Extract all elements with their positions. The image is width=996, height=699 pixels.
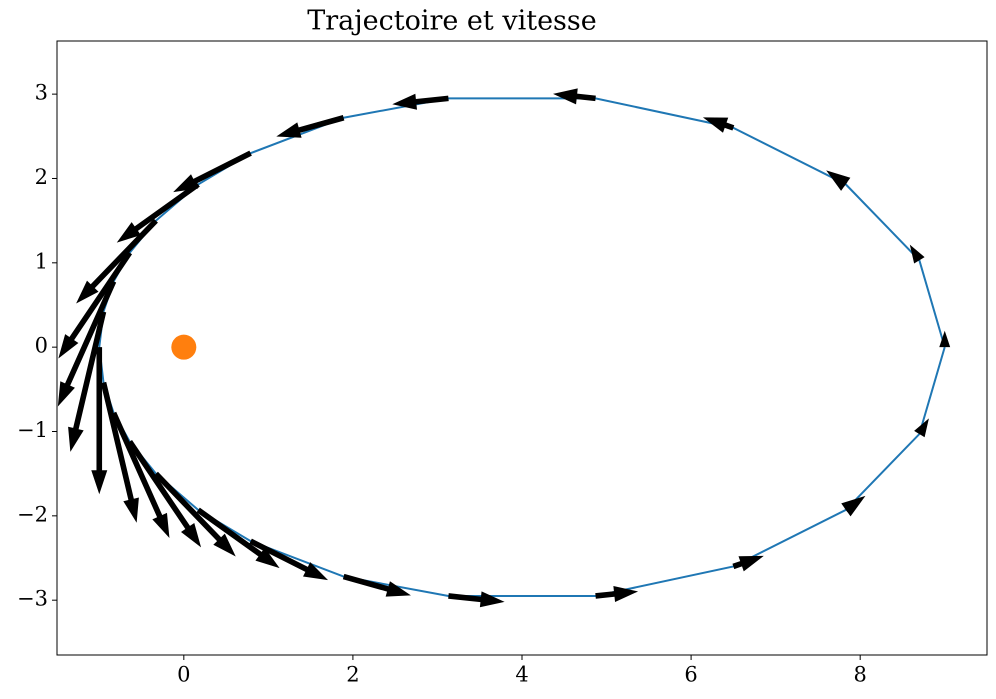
velocity-arrow xyxy=(841,495,866,517)
velocity-arrow xyxy=(100,381,139,523)
x-tick-label: 8 xyxy=(853,663,866,687)
velocity-arrow xyxy=(249,538,329,581)
velocity-arrow xyxy=(91,347,108,495)
chart-title: Trajectoire et vitesse xyxy=(307,6,597,37)
velocity-arrow xyxy=(111,411,170,539)
y-tick-label: −1 xyxy=(17,418,48,442)
y-tick-label: 0 xyxy=(35,334,48,358)
velocity-arrow xyxy=(196,507,280,569)
x-tick-label: 4 xyxy=(515,663,528,687)
velocity-arrow xyxy=(392,93,449,110)
y-tick-label: −3 xyxy=(17,587,48,611)
x-tick-label: 0 xyxy=(177,663,190,687)
velocity-arrow xyxy=(116,182,200,243)
velocity-arrow xyxy=(914,418,929,438)
velocity-arrow xyxy=(127,440,202,548)
y-tick-label: 3 xyxy=(35,81,48,105)
velocity-arrow xyxy=(58,251,133,359)
velocity-arrow xyxy=(68,311,107,452)
x-tick-label: 6 xyxy=(684,663,697,687)
velocity-arrow xyxy=(448,591,505,608)
velocity-arrow xyxy=(553,88,596,105)
velocity-arrow xyxy=(732,555,764,572)
velocity-arrow xyxy=(173,150,252,193)
velocity-arrow xyxy=(939,330,951,348)
velocity-arrow xyxy=(153,471,236,557)
velocity-arrow xyxy=(909,244,925,264)
velocity-arrow xyxy=(826,170,851,191)
central-body xyxy=(171,334,197,360)
x-tick-label: 2 xyxy=(346,663,359,687)
velocity-arrow xyxy=(76,218,158,304)
velocity-arrow xyxy=(276,115,345,138)
y-tick-label: −2 xyxy=(17,502,48,526)
velocity-arrow xyxy=(702,117,735,133)
velocity-arrow xyxy=(342,573,411,597)
y-tick-label: 2 xyxy=(35,165,48,189)
velocity-arrow xyxy=(595,586,639,602)
y-tick-label: 1 xyxy=(35,249,48,273)
plot-area xyxy=(57,88,951,608)
